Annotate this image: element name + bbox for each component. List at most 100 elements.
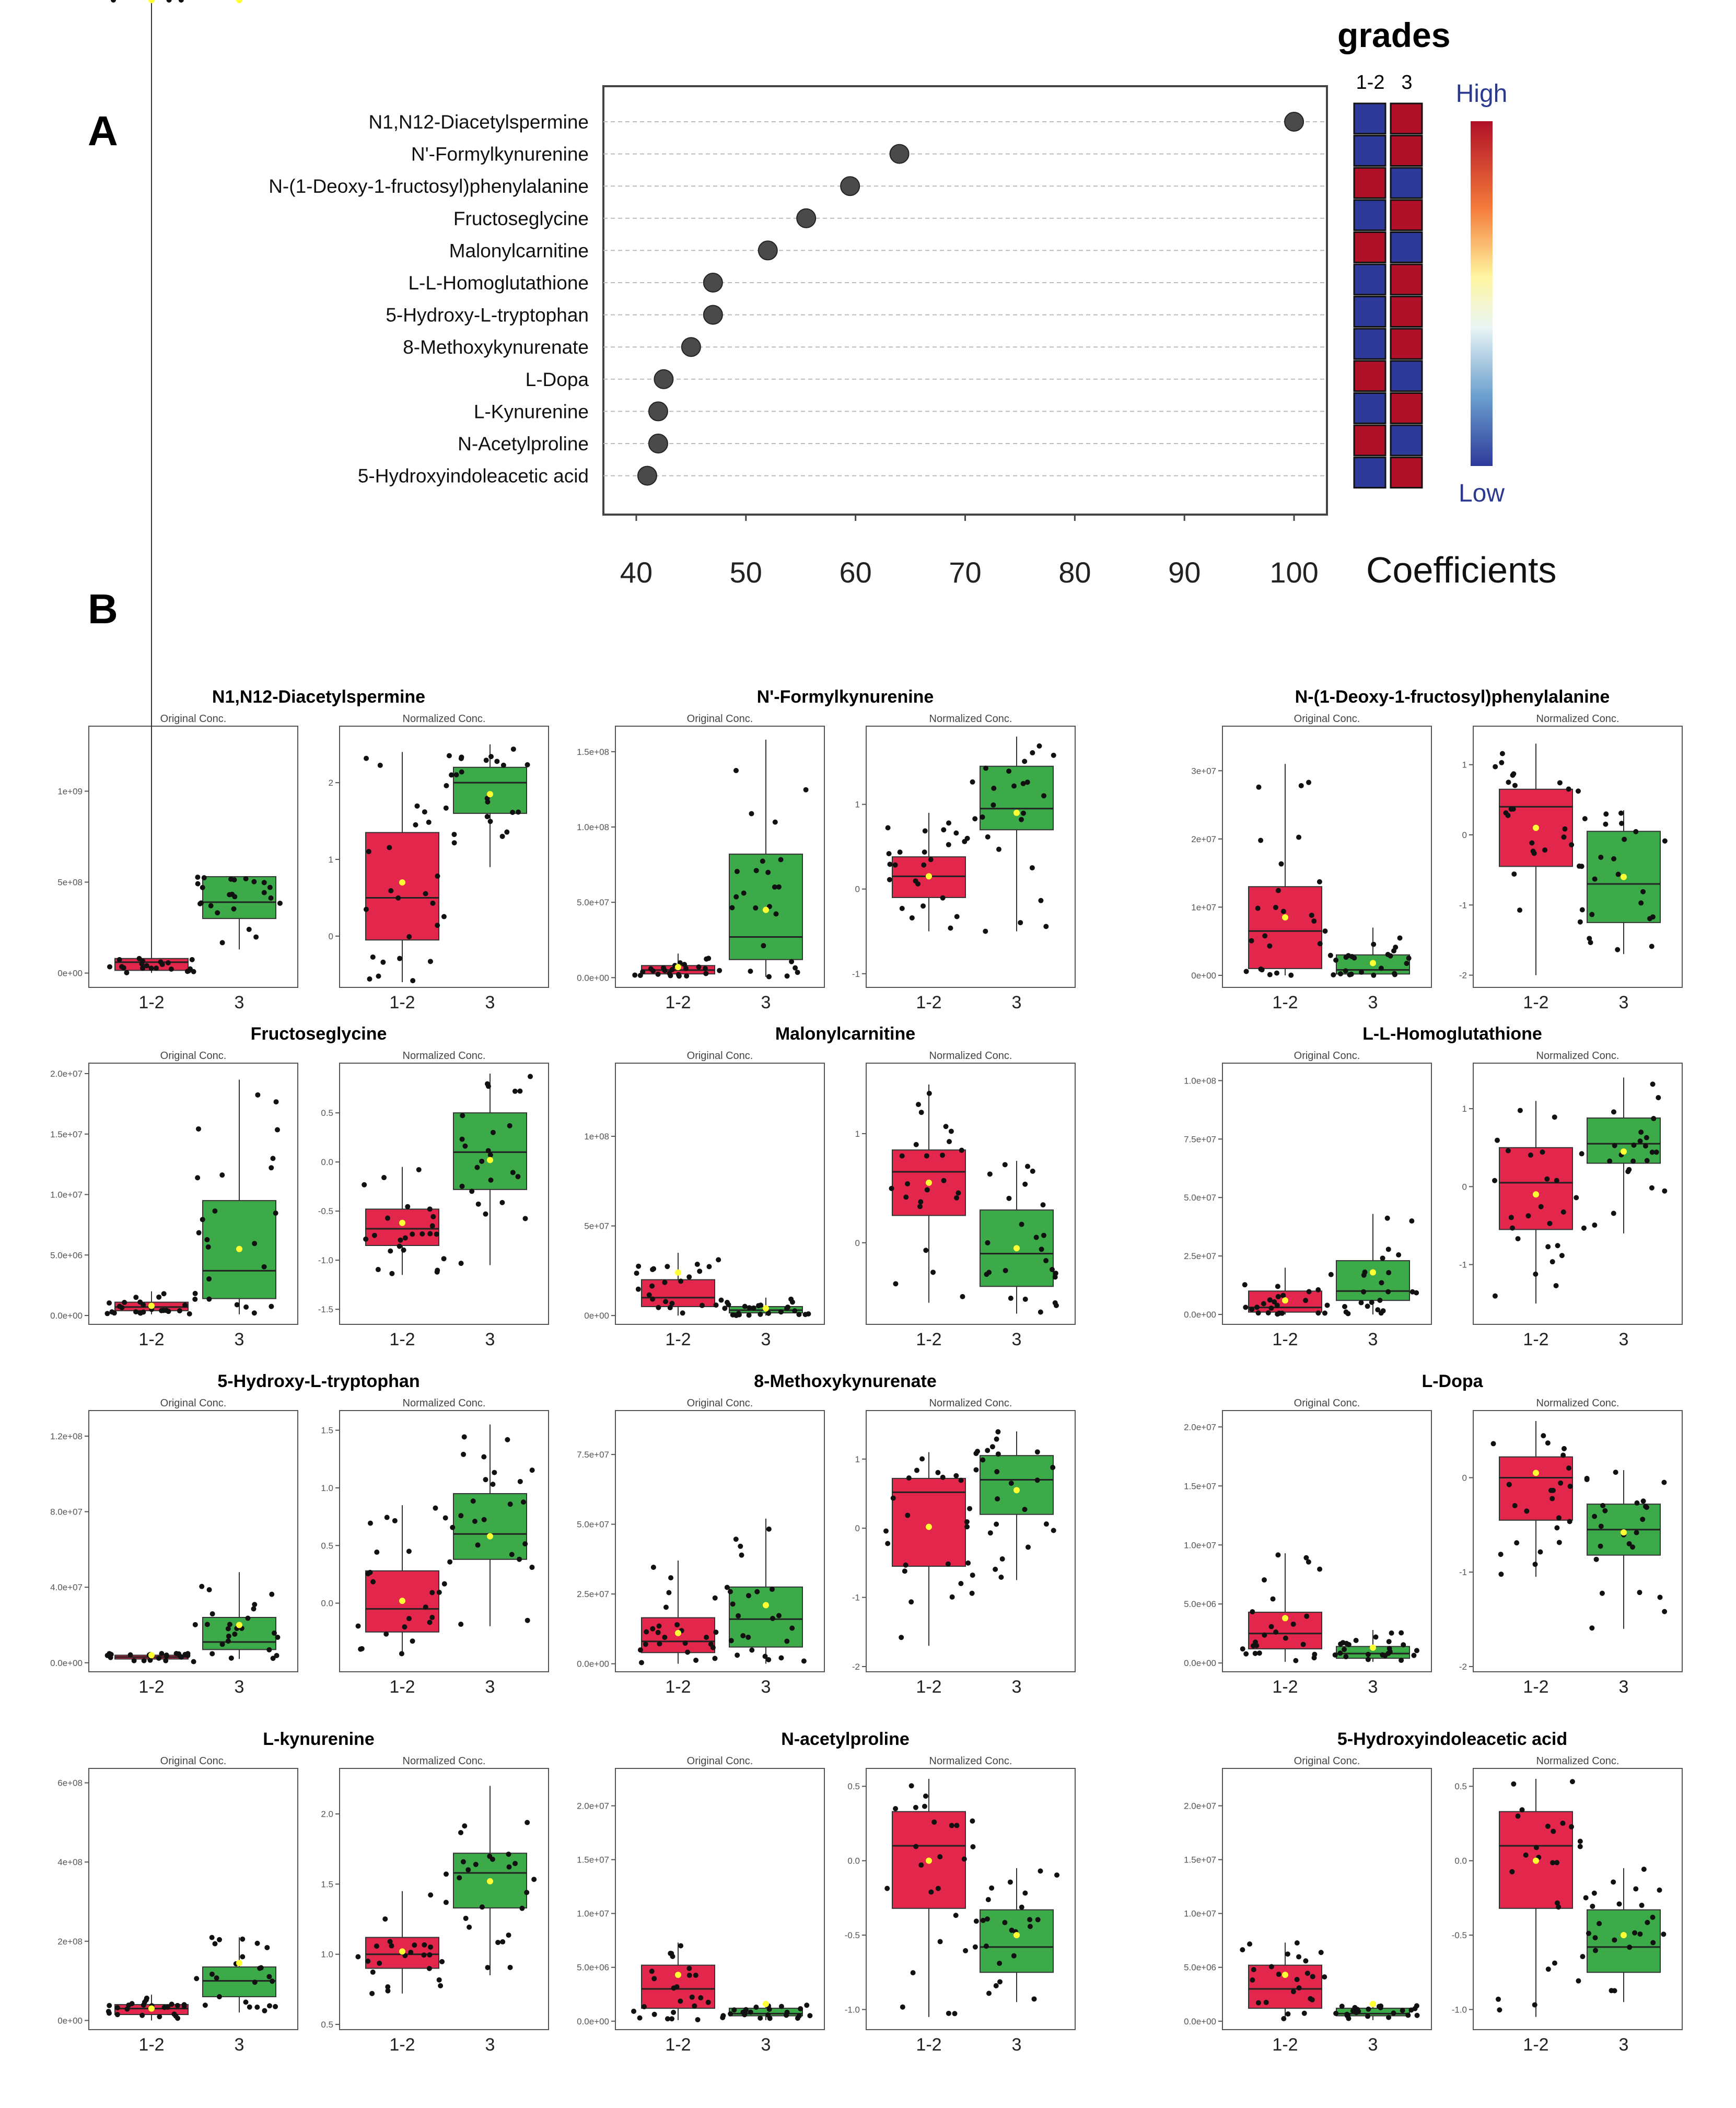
data-point (510, 809, 516, 815)
data-point (766, 1310, 772, 1316)
heatmap-cell (1390, 167, 1423, 199)
data-point (509, 1552, 515, 1557)
data-point (724, 1585, 730, 1590)
data-point (1365, 1303, 1370, 1309)
data-point (1545, 1244, 1551, 1250)
data-point (946, 842, 951, 847)
data-point (1618, 821, 1624, 826)
data-point (165, 960, 171, 965)
data-point (1256, 784, 1262, 790)
data-point (784, 973, 790, 979)
x-category-label: 3 (485, 1677, 495, 1697)
data-point (1378, 2005, 1383, 2011)
data-point (1255, 1310, 1261, 1316)
data-point (226, 1633, 231, 1639)
metabolite-title: 5-Hydroxyindoleacetic acid (1337, 1729, 1567, 1749)
data-point (1052, 1274, 1058, 1280)
y-tick-label: 6e+08 (57, 1778, 83, 1788)
data-point (1612, 1988, 1617, 1994)
data-point (1300, 1641, 1306, 1647)
subplot-title: Normalized Conc. (403, 1755, 486, 1767)
data-point (1583, 1895, 1589, 1901)
data-point (1545, 1440, 1551, 1446)
mean-point (1282, 1615, 1288, 1622)
data-point (382, 1916, 388, 1922)
mean-point (1621, 1529, 1627, 1536)
heatmap-cell (1353, 231, 1387, 263)
data-point (209, 1971, 215, 1977)
data-point (1318, 1950, 1324, 1955)
data-point (406, 934, 412, 939)
data-point (1591, 1890, 1597, 1896)
mean-point (236, 0, 242, 3)
data-point (913, 1804, 918, 1810)
data-point (483, 1211, 488, 1217)
y-tick-label: 0.5 (321, 2020, 333, 2030)
data-point (506, 1932, 511, 1938)
metabolite-title: N1,N12-Diacetylspermine (212, 687, 425, 707)
data-point (1022, 1181, 1028, 1187)
data-point (983, 765, 989, 771)
data-point (1293, 1658, 1299, 1663)
data-point (671, 2009, 677, 2015)
data-point (749, 811, 754, 817)
metabolite-label: 5-Hydroxy-L-tryptophan (386, 305, 589, 326)
mean-point (1370, 1644, 1376, 1651)
heatmap-cell (1390, 360, 1423, 392)
data-point (893, 1281, 899, 1287)
y-tick-label: 5.0e+06 (577, 1963, 609, 1973)
data-point (1304, 1971, 1310, 1976)
data-point (987, 1530, 993, 1536)
data-point (1008, 1296, 1013, 1301)
data-point (1306, 779, 1312, 785)
data-point (195, 875, 201, 880)
data-point (666, 1590, 672, 1595)
data-point (1611, 856, 1617, 861)
heatmap-cell (1390, 231, 1423, 263)
subplot-title: Original Conc. (687, 713, 753, 725)
metabolite-label: 5-Hydroxyindoleacetic acid (358, 465, 589, 487)
data-point (1528, 1152, 1533, 1158)
data-point (429, 1590, 435, 1595)
data-point (1051, 752, 1056, 758)
data-point (1650, 1940, 1656, 1946)
data-point (273, 2004, 278, 2009)
data-point (1550, 1487, 1556, 1493)
data-point (1003, 1267, 1008, 1273)
data-point (264, 1944, 270, 1950)
data-point (753, 868, 759, 874)
x-category-label: 1-2 (916, 1677, 941, 1697)
data-point (967, 1506, 973, 1511)
data-point (381, 1175, 387, 1181)
data-point (436, 1589, 442, 1595)
data-point (903, 1562, 908, 1568)
data-point (655, 1629, 661, 1635)
y-tick-label: 1.0 (321, 1483, 333, 1493)
data-point (1560, 1209, 1566, 1215)
data-point (958, 1581, 964, 1587)
data-point (1662, 1609, 1668, 1614)
data-point (1366, 2006, 1371, 2012)
data-point (1020, 810, 1026, 816)
data-point (1612, 1937, 1617, 1943)
data-point (219, 940, 225, 946)
data-point (1649, 944, 1655, 949)
data-point (1630, 1544, 1636, 1550)
data-point (494, 759, 500, 764)
data-point (168, 966, 174, 972)
data-point (124, 2006, 130, 2012)
data-point (510, 746, 516, 752)
x-category-label: 3 (761, 2035, 771, 2055)
data-point (1365, 2013, 1371, 2019)
data-point (998, 1574, 1004, 1580)
data-point (734, 869, 740, 875)
data-point (953, 830, 959, 836)
data-point (529, 1565, 535, 1570)
data-point (747, 1305, 752, 1311)
data-point (166, 0, 172, 3)
data-point (430, 1214, 436, 1219)
data-point (1365, 1651, 1371, 1657)
data-point (1389, 1630, 1394, 1636)
data-point (1405, 2012, 1411, 2018)
x-tick-label: 80 (1058, 556, 1091, 589)
